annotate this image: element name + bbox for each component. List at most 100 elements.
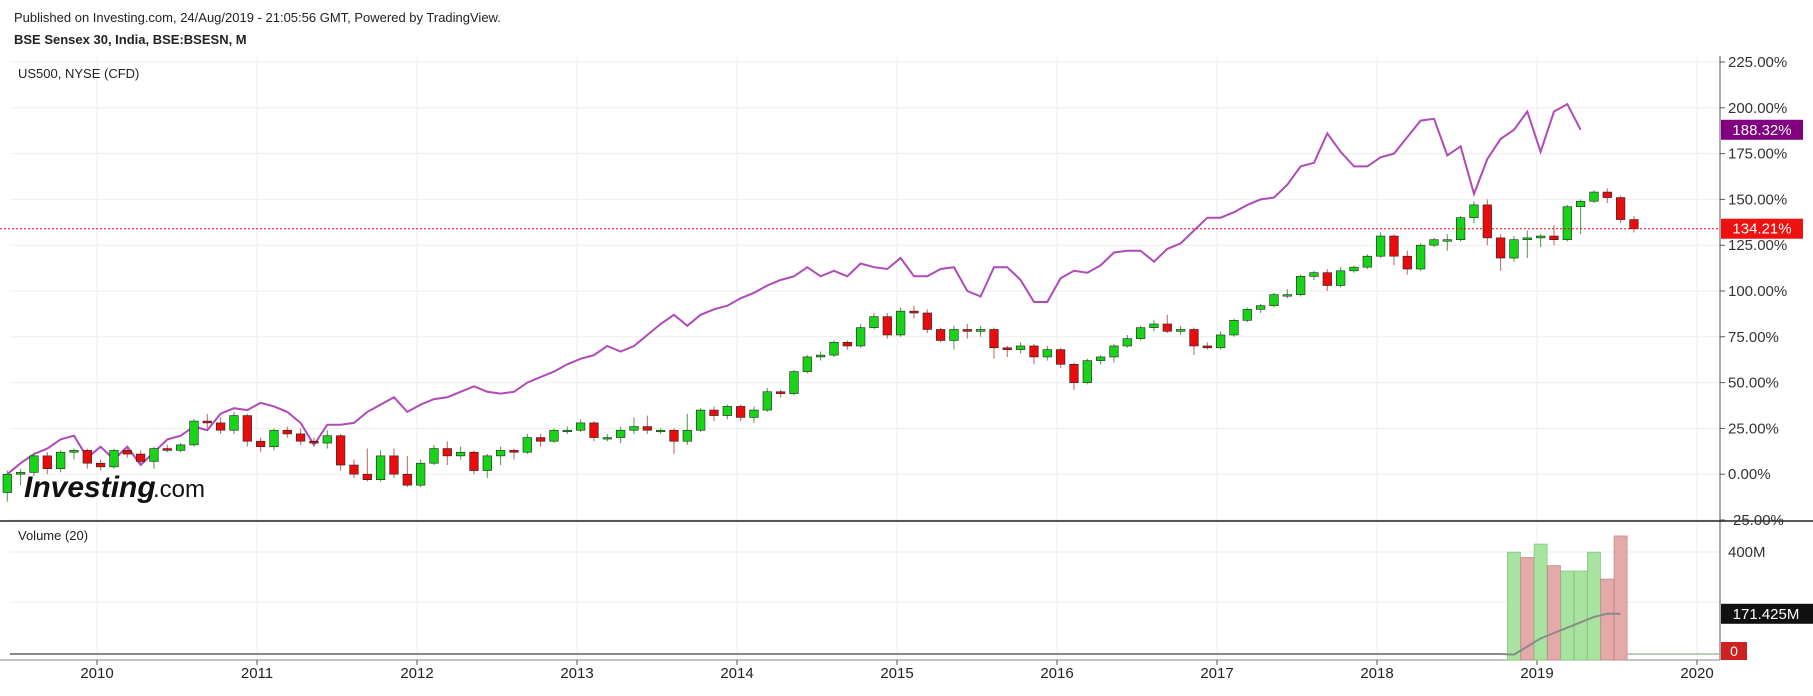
candle[interactable] (389, 448, 399, 478)
candle[interactable] (376, 450, 386, 482)
candle[interactable] (1522, 230, 1532, 259)
candle[interactable] (1109, 344, 1119, 363)
candle[interactable] (736, 404, 746, 422)
candle[interactable] (1162, 314, 1172, 334)
candle[interactable] (1296, 274, 1306, 297)
candle[interactable] (1242, 307, 1252, 323)
candle[interactable] (589, 421, 599, 442)
candle[interactable] (242, 413, 252, 447)
candle[interactable] (762, 388, 772, 412)
candle[interactable] (1416, 243, 1426, 271)
candle[interactable] (269, 428, 279, 451)
candle[interactable] (536, 433, 546, 447)
candle[interactable] (1429, 237, 1439, 248)
candle[interactable] (1149, 320, 1159, 332)
candle[interactable] (42, 452, 52, 475)
candle[interactable] (1016, 342, 1026, 354)
candle[interactable] (296, 428, 306, 445)
candle[interactable] (136, 450, 146, 466)
candle[interactable] (976, 325, 986, 337)
candle[interactable] (962, 323, 972, 339)
candle[interactable] (1122, 334, 1132, 348)
candle[interactable] (629, 417, 639, 434)
candle[interactable] (522, 433, 532, 455)
candle[interactable] (509, 448, 519, 460)
candle[interactable] (82, 448, 92, 469)
candle[interactable] (216, 417, 226, 434)
candle[interactable] (549, 428, 559, 444)
candle[interactable] (456, 446, 466, 460)
candle[interactable] (1096, 355, 1106, 365)
candle[interactable] (282, 426, 292, 438)
candle[interactable] (1496, 234, 1506, 271)
candle[interactable] (989, 327, 999, 359)
candle[interactable] (1602, 188, 1612, 204)
candle[interactable] (829, 340, 839, 357)
candle[interactable] (1309, 270, 1319, 281)
candle[interactable] (1229, 318, 1239, 337)
candle[interactable] (936, 327, 946, 343)
candle[interactable] (1082, 358, 1092, 385)
candle[interactable] (1256, 303, 1266, 313)
candle[interactable] (722, 404, 732, 420)
candle[interactable] (1002, 345, 1012, 357)
candle[interactable] (616, 426, 626, 444)
candle[interactable] (1176, 325, 1186, 335)
candle[interactable] (749, 406, 759, 423)
candle[interactable] (416, 459, 426, 488)
candle[interactable] (1029, 344, 1039, 365)
candle[interactable] (402, 455, 412, 488)
candle[interactable] (1056, 347, 1066, 368)
candle[interactable] (96, 459, 106, 471)
candle[interactable] (1189, 327, 1199, 356)
candle[interactable] (949, 325, 959, 350)
candle[interactable] (669, 428, 679, 455)
candle[interactable] (256, 437, 266, 453)
candle[interactable] (1042, 345, 1052, 361)
candle[interactable] (1202, 342, 1212, 350)
candle[interactable] (1482, 199, 1492, 246)
candle[interactable] (429, 444, 439, 466)
candle[interactable] (1469, 201, 1479, 224)
candle[interactable] (802, 355, 812, 374)
candle[interactable] (1136, 325, 1146, 341)
candle[interactable] (469, 450, 479, 475)
candle[interactable] (1402, 250, 1412, 275)
candle[interactable] (896, 307, 906, 337)
candle[interactable] (1629, 215, 1639, 233)
candle[interactable] (1442, 234, 1452, 251)
candle[interactable] (1282, 289, 1292, 299)
candle[interactable] (576, 419, 586, 433)
candle[interactable] (162, 444, 172, 453)
candle[interactable] (1216, 331, 1226, 350)
candle[interactable] (202, 413, 212, 429)
candle[interactable] (656, 428, 666, 434)
candle[interactable] (2, 470, 12, 502)
candle[interactable] (1322, 269, 1332, 291)
candle[interactable] (149, 446, 159, 469)
candle[interactable] (842, 340, 852, 350)
candle[interactable] (1389, 234, 1399, 266)
candle[interactable] (882, 312, 892, 339)
candle[interactable] (869, 312, 879, 330)
candle[interactable] (1336, 267, 1346, 288)
candle[interactable] (776, 389, 786, 398)
candle[interactable] (1509, 236, 1519, 262)
candle[interactable] (322, 430, 332, 449)
candle[interactable] (1269, 292, 1279, 308)
candle[interactable] (922, 309, 932, 334)
candle[interactable] (642, 415, 652, 434)
candle[interactable] (1549, 225, 1559, 246)
candle[interactable] (176, 443, 186, 453)
candle[interactable] (496, 446, 506, 466)
candle[interactable] (696, 408, 706, 433)
candle[interactable] (682, 413, 692, 445)
candle[interactable] (709, 406, 719, 422)
candle[interactable] (309, 437, 319, 447)
candle[interactable] (109, 448, 119, 469)
candle[interactable] (29, 452, 39, 477)
candle[interactable] (856, 323, 866, 348)
candle[interactable] (1616, 195, 1626, 224)
candle[interactable] (1589, 190, 1599, 204)
